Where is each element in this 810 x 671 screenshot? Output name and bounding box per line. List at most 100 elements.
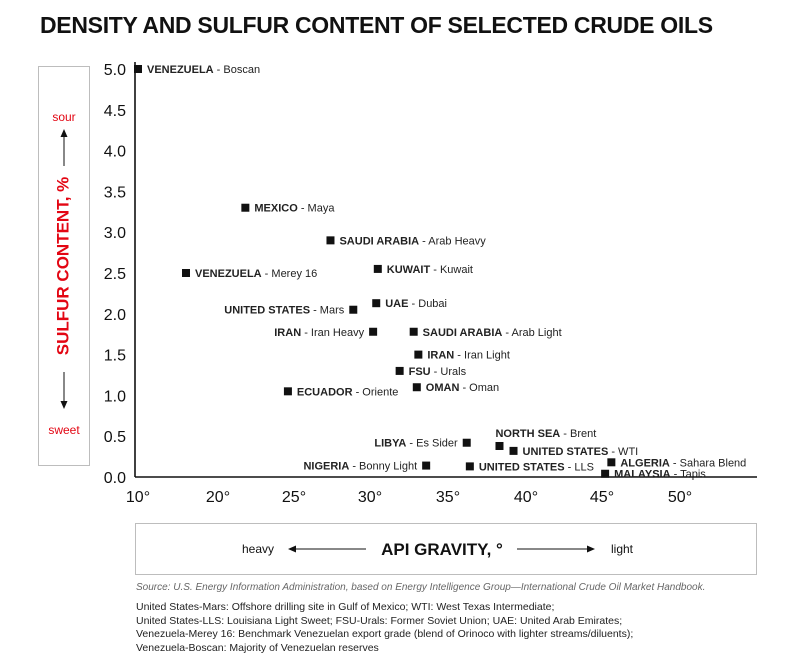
data-point-marker [409, 327, 418, 336]
footnote-line: Venezuela-Merey 16: Benchmark Venezuelan… [136, 628, 634, 641]
data-point-marker [495, 441, 504, 450]
y-tick-label: 4.5 [104, 103, 126, 120]
data-point-label: UNITED STATES - WTI [523, 446, 639, 458]
data-point-label: MALAYSIA - Tapis [614, 469, 706, 481]
data-point-crude: - Oriente [353, 386, 399, 398]
data-point-marker [283, 387, 292, 396]
axes [134, 62, 757, 478]
data-point-crude: - Bonny Light [349, 461, 417, 473]
x-tick-label: 35° [436, 489, 460, 506]
data-point-group: UAE - Dubai [372, 298, 447, 310]
data-point-crude: - Maya [298, 203, 336, 215]
data-point-group: UNITED STATES - LLS [465, 461, 594, 473]
y-tick-label: 3.0 [104, 225, 126, 242]
x-tick-label: 45° [590, 489, 614, 506]
data-point-group: UNITED STATES - Mars [224, 305, 358, 317]
data-point-crude: - Iran Heavy [301, 327, 364, 339]
data-point-country: UNITED STATES [479, 461, 565, 473]
x-hint-light: light [611, 542, 634, 556]
data-point-label: IRAN - Iran Light [427, 350, 510, 362]
data-point-marker [607, 458, 616, 467]
y-tick-label: 4.0 [104, 144, 126, 161]
data-point-label: SAUDI ARABIA - Arab Heavy [339, 235, 486, 247]
x-axis-label-box [135, 523, 757, 575]
data-point-crude: - Iran Light [454, 350, 510, 362]
data-point-crude: - Oman [459, 382, 499, 394]
data-point-label: UNITED STATES - LLS [479, 461, 594, 473]
data-point-crude: - Arab Heavy [419, 235, 486, 247]
data-point-country: ALGERIA [620, 457, 670, 469]
data-point-marker [241, 203, 250, 212]
x-tick-label: 20° [206, 489, 230, 506]
data-point-country: MALAYSIA [614, 469, 670, 481]
data-point-label: MEXICO - Maya [254, 203, 335, 215]
data-point-crude: - Boscan [214, 64, 260, 76]
data-point-country: MEXICO [254, 203, 298, 215]
data-point-country: VENEZUELA [195, 268, 262, 280]
data-point-group: VENEZUELA - Merey 16 [182, 268, 317, 280]
data-point-country: UNITED STATES [523, 446, 609, 458]
data-point-marker [509, 446, 518, 455]
data-point-group: SAUDI ARABIA - Arab Heavy [326, 235, 486, 247]
data-point-marker [326, 236, 335, 245]
data-point-country: NORTH SEA [495, 428, 560, 440]
data-point-marker [465, 462, 474, 471]
data-point-country: FSU [409, 366, 431, 378]
x-tick-label: 40° [514, 489, 538, 506]
data-point-country: OMAN [426, 382, 460, 394]
data-point-crude: - Merey 16 [262, 268, 318, 280]
y-tick-label: 1.0 [104, 388, 126, 405]
footnote-line: Venezuela-Boscan: Majority of Venezuelan… [136, 641, 379, 654]
x-axis-title: API GRAVITY, ° [381, 540, 503, 559]
data-point-crude: - Sahara Blend [670, 457, 746, 469]
data-point-group: NORTH SEA - Brent [495, 428, 596, 450]
data-point-group: SAUDI ARABIA - Arab Light [409, 327, 562, 339]
x-tick-label: 10° [126, 489, 150, 506]
data-point-label: SAUDI ARABIA - Arab Light [423, 327, 562, 339]
y-tick-label: 0.0 [104, 470, 126, 487]
data-point-group: UNITED STATES - WTI [509, 446, 639, 458]
data-point-marker [422, 461, 431, 470]
data-point-country: SAUDI ARABIA [339, 235, 419, 247]
y-tick-label: 3.5 [104, 184, 126, 201]
x-axis-title-group: heavy API GRAVITY, ° light [242, 540, 634, 559]
footnotes: United States-Mars: Offshore drilling si… [136, 601, 633, 655]
data-point-crude: - Kuwait [430, 264, 473, 276]
data-point-country: NIGERIA [303, 461, 349, 473]
y-tick-label: 1.5 [104, 348, 126, 365]
data-point-group: IRAN - Iran Heavy [274, 327, 378, 339]
y-hint-sour: sour [52, 110, 75, 124]
y-tick-label: 5.0 [104, 62, 126, 79]
data-point-marker [372, 299, 381, 308]
data-point-group: NIGERIA - Bonny Light [303, 461, 431, 473]
data-point-country: UAE [385, 298, 408, 310]
data-point-crude: - Tapis [671, 469, 707, 481]
data-point-label: FSU - Urals [409, 366, 467, 378]
data-point-label: NIGERIA - Bonny Light [303, 461, 417, 473]
tick-labels: 5.0 4.5 4.0 3.5 3.0 2.5 2.0 1.5 1.0 0.5 0.010° 20° 2… [104, 62, 692, 506]
data-point-label: LIBYA - Es Sider [374, 438, 458, 450]
y-axis-title: SULFUR CONTENT, % [53, 177, 72, 356]
data-point-crude: - Mars [310, 305, 345, 317]
data-point-marker [349, 305, 358, 314]
data-point-country: SAUDI ARABIA [423, 327, 503, 339]
data-point-label: VENEZUELA - Boscan [147, 64, 260, 76]
scatter-chart: sour SULFUR CONTENT, % sweet heavy API GRAV… [48, 62, 757, 559]
data-point-group: LIBYA - Es Sider [374, 438, 471, 450]
x-tick-label: 25° [282, 489, 306, 506]
footnote-line: United States-Mars: Offshore drilling si… [136, 601, 555, 613]
data-point-crude: - Brent [560, 428, 596, 440]
y-axis-label-box [38, 66, 90, 466]
x-hint-heavy: heavy [242, 542, 274, 556]
data-point-country: UNITED STATES [224, 305, 310, 317]
source-note: Source: U.S. Energy Information Administ… [136, 582, 706, 593]
data-point-country: ECUADOR [297, 386, 353, 398]
arrow-left-icon [288, 545, 296, 553]
data-point-marker [395, 366, 404, 375]
data-point-marker [369, 327, 378, 336]
arrow-up-icon [60, 129, 68, 137]
data-point-group: KUWAIT - Kuwait [373, 264, 473, 276]
data-point-country: IRAN [274, 327, 301, 339]
data-point-label: ALGERIA - Sahara Blend [620, 457, 746, 469]
y-axis-title-group: sour SULFUR CONTENT, % sweet [48, 110, 80, 437]
